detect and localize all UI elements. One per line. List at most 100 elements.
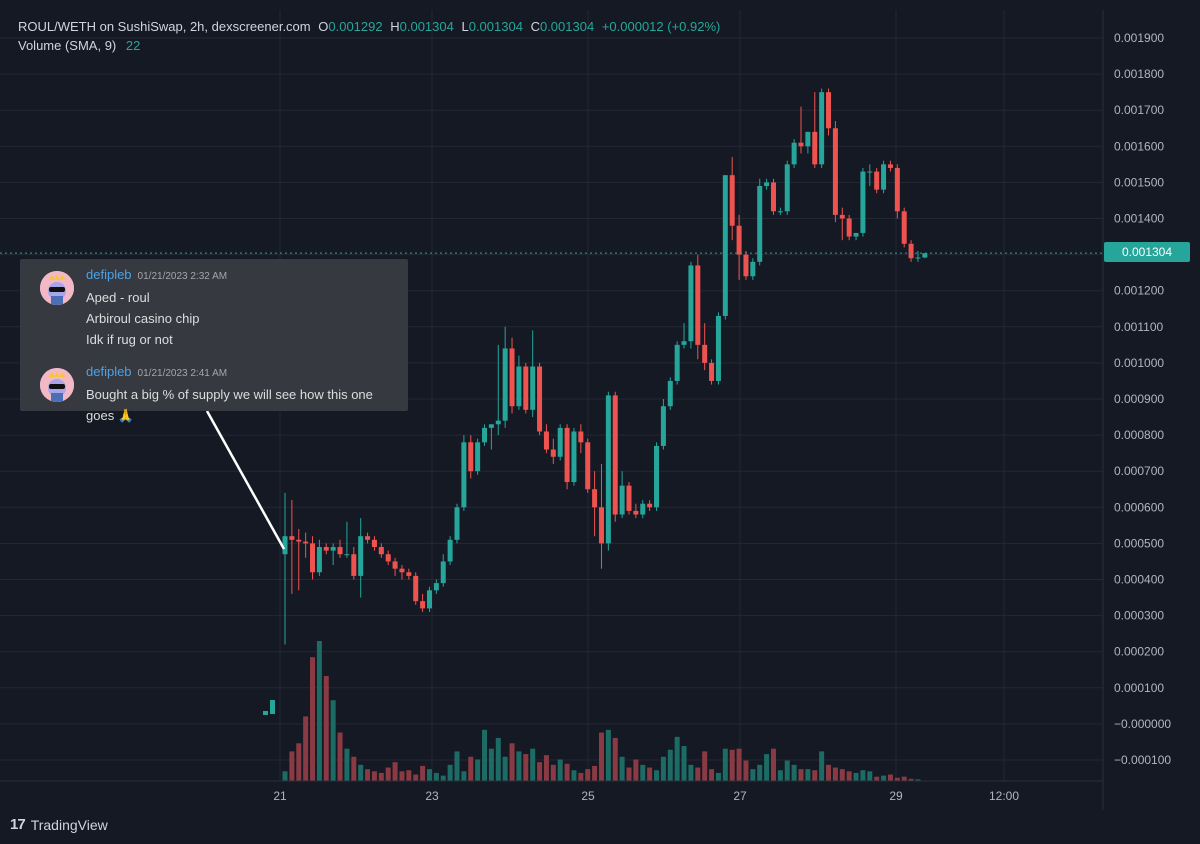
volume-bar	[874, 776, 880, 781]
volume-bar	[612, 737, 618, 781]
candle-body	[557, 427, 563, 457]
tradingview-brand[interactable]: 17 TradingView	[10, 816, 108, 833]
volume-bar	[433, 772, 439, 781]
message-line: Idk if rug or not	[86, 332, 173, 347]
last-price-tag: 0.001304	[1104, 242, 1190, 262]
y-tick-label: 0.000200	[1114, 645, 1164, 659]
candle-body	[413, 575, 419, 602]
candle-body	[530, 366, 536, 410]
volume-bar	[770, 748, 776, 781]
volume-bar	[282, 771, 288, 781]
volume-bar	[468, 756, 474, 781]
candle-body	[750, 261, 756, 277]
candle-body	[392, 561, 398, 569]
volume-label[interactable]: Volume (SMA, 9)	[18, 38, 117, 53]
volume-bar	[674, 736, 680, 781]
candle-body	[881, 164, 887, 190]
tradingview-name: TradingView	[30, 816, 108, 833]
volume-bar	[908, 778, 914, 781]
volume-bar	[330, 700, 336, 781]
candle-body	[743, 254, 749, 277]
y-tick-label: 0.000800	[1114, 428, 1164, 442]
volume-bar	[585, 769, 591, 781]
avatar-icon	[40, 368, 74, 402]
candle-body	[310, 543, 316, 573]
volume-bar	[495, 737, 501, 781]
chat-message: defipleb 01/21/2023 2:32 AM Aped - roul A…	[30, 265, 398, 350]
candle-body	[433, 583, 439, 591]
chat-overlay: defipleb 01/21/2023 2:32 AM Aped - roul A…	[20, 259, 408, 423]
y-tick-label: 0.000900	[1114, 392, 1164, 406]
y-tick-label: 0.001500	[1114, 175, 1164, 189]
volume-bar	[901, 776, 907, 781]
candle-body	[440, 561, 446, 584]
message-header: defipleb 01/21/2023 2:41 AM	[86, 362, 398, 384]
candle-body	[887, 164, 893, 168]
open-value: 0.001292	[328, 19, 383, 34]
y-tick-label: 0.001700	[1114, 103, 1164, 117]
message-author[interactable]: defipleb	[86, 364, 132, 379]
volume-bar	[530, 748, 536, 781]
candle-body	[791, 142, 797, 165]
candle-body	[468, 442, 474, 472]
volume-bar	[881, 775, 887, 781]
candle-body	[482, 427, 488, 443]
volume-bar	[839, 769, 845, 781]
candle-body	[516, 366, 522, 407]
volume-bar	[413, 774, 419, 781]
close-label: C	[530, 19, 540, 34]
volume-bar	[365, 769, 371, 781]
candle-body	[537, 366, 543, 432]
x-tick-label: 23	[425, 789, 439, 803]
message-author[interactable]: defipleb	[86, 267, 132, 282]
candle-body	[420, 601, 426, 609]
volume-bar	[702, 751, 708, 781]
candle-body	[475, 442, 481, 472]
candle-body	[502, 348, 508, 421]
candle-body	[901, 211, 907, 244]
volume-bar	[310, 657, 316, 781]
volume-bar	[729, 749, 735, 781]
volume-bar	[557, 759, 563, 781]
candle-body	[605, 395, 611, 544]
volume-bar	[316, 641, 322, 781]
candle-body	[722, 175, 728, 316]
candle-body	[461, 442, 467, 508]
volume-bar	[351, 756, 357, 781]
volume-bar	[867, 771, 873, 781]
volume-bar	[592, 765, 598, 781]
x-tick-label: 12:00	[989, 789, 1019, 803]
candle-body	[337, 547, 343, 555]
candle-body	[729, 175, 735, 226]
y-tick-label: 0.001000	[1114, 356, 1164, 370]
y-tick-label: 0.000100	[1114, 681, 1164, 695]
candle-body	[709, 362, 715, 381]
y-tick-label: 0.001100	[1114, 320, 1163, 334]
volume-bar	[482, 729, 488, 781]
candle-body	[915, 257, 921, 259]
volume-bar	[371, 771, 377, 781]
candle-body	[619, 485, 625, 515]
candle-body	[351, 554, 357, 576]
candle-body	[564, 427, 570, 483]
candle-body	[736, 225, 742, 255]
candle-body	[853, 232, 859, 237]
candle-body	[860, 171, 866, 233]
volume-bar	[633, 759, 639, 781]
volume-bar	[777, 770, 783, 781]
volume-bar	[715, 772, 721, 781]
candle-body	[832, 128, 838, 215]
candle-body	[839, 214, 845, 219]
candle-body	[660, 406, 666, 446]
candle-body	[385, 554, 391, 562]
symbol-title[interactable]: ROUL/WETH on SushiSwap, 2h, dexscreener.…	[18, 19, 311, 34]
volume-bar	[550, 764, 556, 781]
high-label: H	[390, 19, 400, 34]
candle-body	[894, 167, 900, 212]
volume-bar	[736, 748, 742, 781]
candle-body	[626, 485, 632, 511]
volume-row: Volume (SMA, 9) 22	[18, 36, 720, 55]
volume-bar	[722, 748, 728, 781]
candle-body	[365, 536, 371, 540]
